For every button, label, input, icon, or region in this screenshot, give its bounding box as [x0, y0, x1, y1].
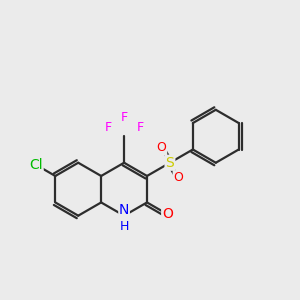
Text: F: F	[136, 121, 144, 134]
Text: N: N	[119, 203, 129, 217]
Text: F: F	[121, 111, 128, 124]
Text: O: O	[162, 207, 173, 221]
Text: H: H	[119, 220, 129, 233]
Text: F: F	[104, 121, 112, 134]
Text: S: S	[166, 156, 174, 170]
Text: O: O	[174, 171, 184, 184]
Text: O: O	[156, 141, 166, 154]
Text: Cl: Cl	[29, 158, 43, 172]
